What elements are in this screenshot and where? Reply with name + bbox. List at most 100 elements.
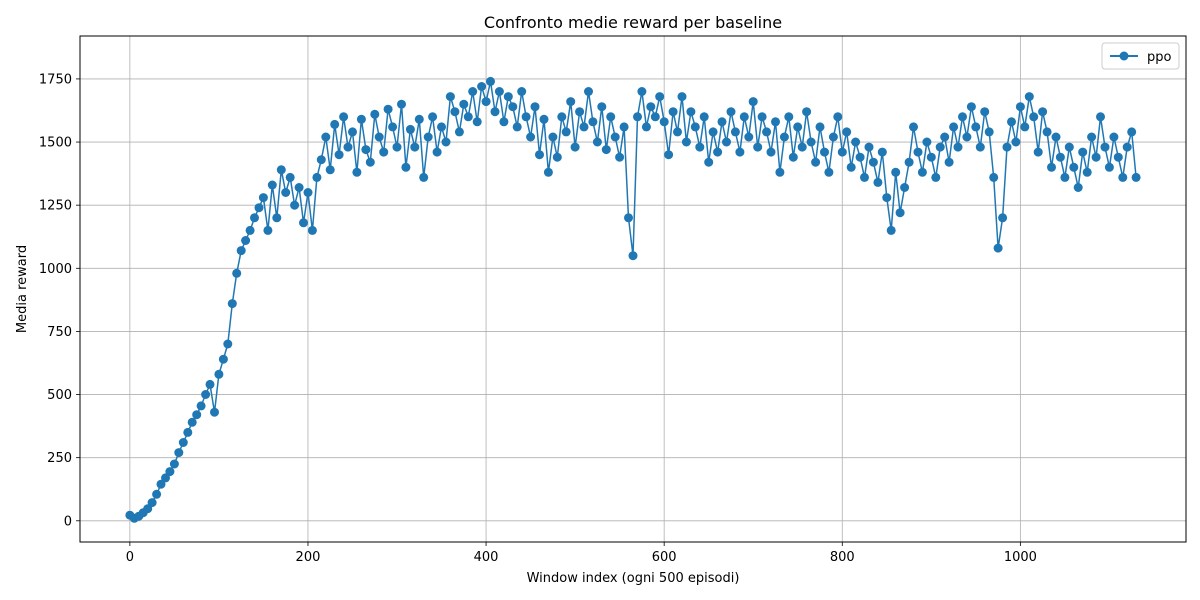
- data-point: [218, 354, 228, 364]
- data-point: [575, 107, 585, 117]
- data-point: [223, 339, 233, 349]
- y-tick-label: 250: [47, 451, 72, 466]
- series-layer: [125, 76, 1141, 523]
- data-point: [762, 127, 772, 137]
- data-point: [205, 379, 215, 389]
- data-point: [713, 147, 723, 157]
- data-point: [1038, 107, 1048, 117]
- data-point: [926, 152, 936, 162]
- data-point: [628, 251, 638, 261]
- y-tick-label: 1000: [39, 262, 72, 277]
- data-point: [232, 268, 242, 278]
- data-point: [690, 122, 700, 132]
- data-point: [699, 112, 709, 122]
- data-point: [597, 102, 607, 112]
- data-point: [1064, 142, 1074, 152]
- data-point: [570, 142, 580, 152]
- data-point: [1060, 172, 1070, 182]
- x-axis-label: Window index (ogni 500 episodi): [527, 571, 740, 586]
- x-tick-label: 600: [652, 550, 677, 565]
- data-point: [601, 145, 611, 155]
- plot-frame: [79, 35, 1187, 543]
- y-tick-label: 750: [47, 325, 72, 340]
- data-point: [561, 127, 571, 137]
- data-point: [1051, 132, 1061, 142]
- data-point: [330, 119, 340, 129]
- data-point: [441, 137, 451, 147]
- data-point: [285, 172, 295, 182]
- data-point: [1055, 152, 1065, 162]
- data-point: [646, 102, 656, 112]
- data-point: [543, 167, 553, 177]
- data-point: [428, 112, 438, 122]
- data-point: [316, 155, 326, 165]
- data-point: [904, 157, 914, 167]
- data-point: [535, 150, 544, 160]
- data-point: [410, 142, 420, 152]
- data-point: [606, 112, 616, 122]
- data-point: [414, 114, 424, 124]
- data-point: [735, 147, 745, 157]
- data-point: [744, 132, 754, 142]
- data-point: [214, 369, 224, 379]
- data-point: [307, 225, 317, 235]
- data-point: [673, 127, 682, 137]
- data-point: [824, 167, 834, 177]
- data-point: [405, 124, 415, 134]
- data-point: [739, 112, 749, 122]
- data-point: [459, 99, 469, 109]
- data-point: [1118, 172, 1128, 182]
- data-point: [481, 97, 491, 107]
- data-point: [236, 246, 246, 256]
- data-point: [1131, 172, 1141, 182]
- data-point: [178, 438, 188, 447]
- data-point: [450, 107, 460, 117]
- data-point: [784, 112, 794, 122]
- data-point: [152, 489, 162, 499]
- data-point: [860, 172, 869, 182]
- data-point: [837, 147, 847, 157]
- data-point: [779, 132, 789, 142]
- data-point: [276, 165, 286, 175]
- data-point: [508, 102, 518, 112]
- data-point: [891, 167, 901, 177]
- data-point: [339, 112, 349, 122]
- data-point: [321, 132, 331, 142]
- data-point: [348, 127, 357, 137]
- data-point: [557, 112, 567, 122]
- data-point: [312, 172, 322, 182]
- data-point: [806, 137, 816, 147]
- data-point: [664, 150, 674, 160]
- data-point: [548, 132, 558, 142]
- data-point: [512, 122, 522, 132]
- data-point: [757, 112, 767, 122]
- data-point: [886, 225, 896, 235]
- data-point: [610, 132, 620, 142]
- data-point: [708, 127, 718, 137]
- data-point: [913, 147, 923, 157]
- data-point: [704, 157, 714, 167]
- data-point: [1109, 132, 1119, 142]
- data-point: [161, 473, 170, 483]
- data-point: [156, 479, 166, 489]
- data-point: [619, 122, 629, 132]
- data-point: [1104, 162, 1114, 172]
- data-point: [695, 142, 705, 152]
- data-point: [165, 467, 175, 477]
- data-point: [552, 152, 562, 162]
- data-point: [169, 459, 179, 469]
- data-point: [1047, 162, 1056, 172]
- data-point: [633, 112, 642, 122]
- data-point: [250, 213, 259, 223]
- data-point: [383, 104, 393, 114]
- data-point: [788, 152, 798, 162]
- data-point: [463, 112, 473, 122]
- data-point: [1096, 112, 1105, 122]
- data-point: [201, 390, 211, 399]
- data-point: [1122, 142, 1132, 152]
- data-point: [437, 122, 446, 132]
- data-point: [1002, 142, 1012, 152]
- data-point: [379, 147, 389, 157]
- legend-marker: [1119, 51, 1129, 61]
